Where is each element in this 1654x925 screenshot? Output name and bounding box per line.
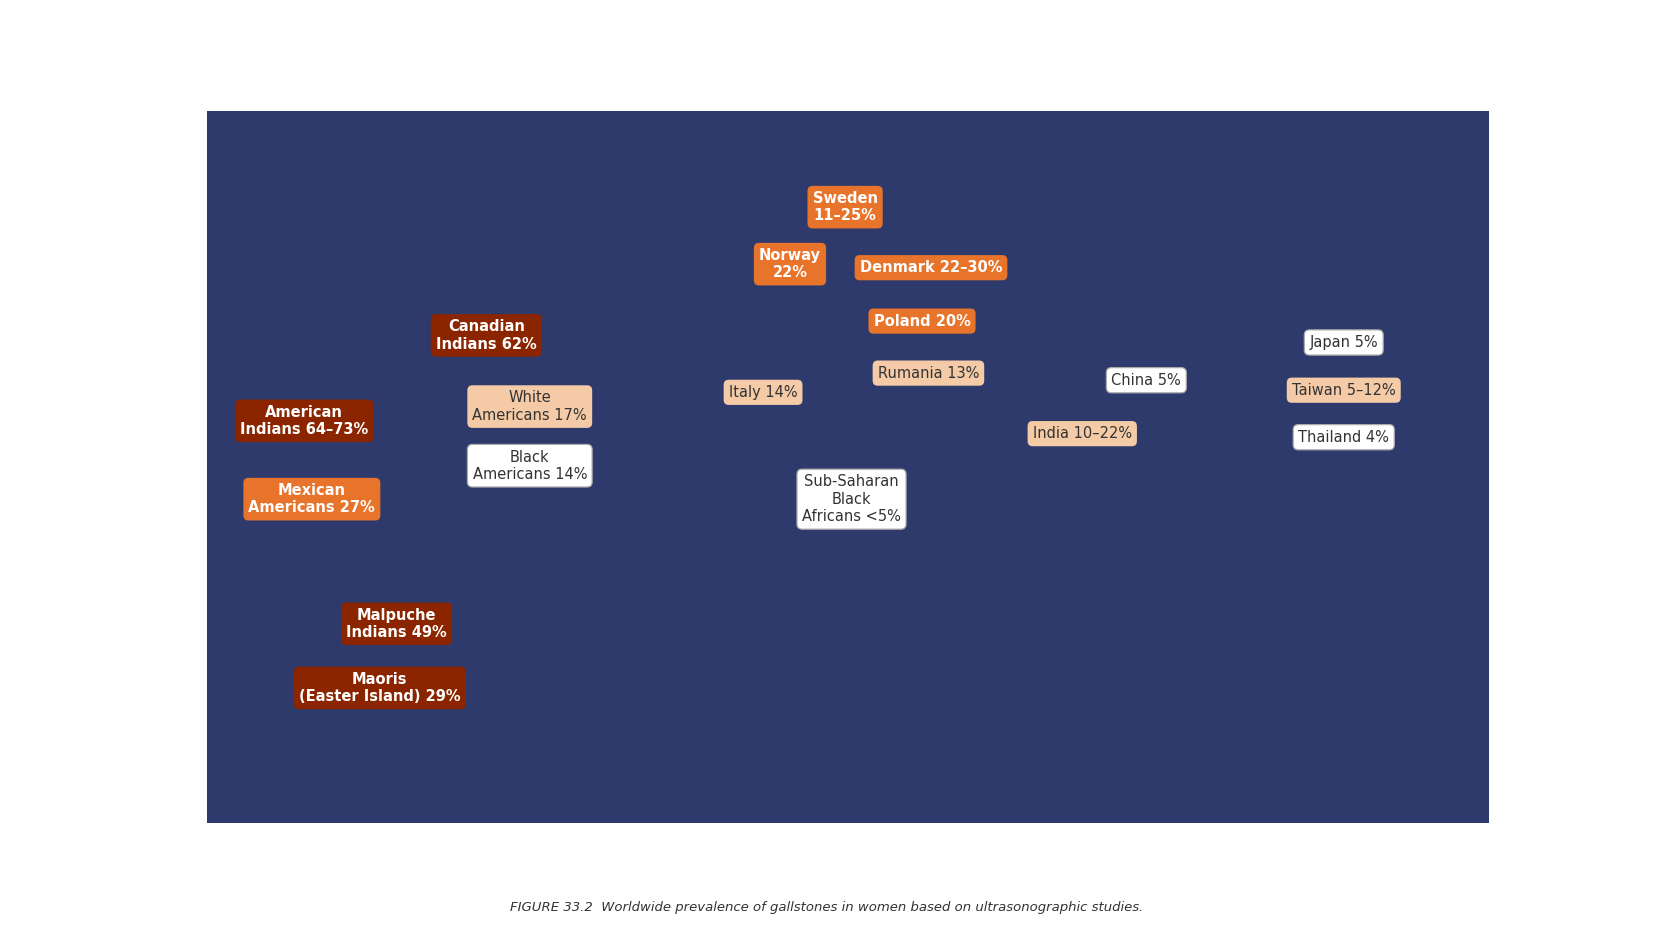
Text: Denmark 22–30%: Denmark 22–30%	[860, 260, 1002, 276]
Text: White
Americans 17%: White Americans 17%	[473, 390, 587, 423]
Text: Thailand 4%: Thailand 4%	[1298, 430, 1389, 445]
Text: Italy 14%: Italy 14%	[729, 385, 797, 400]
Text: Sub-Saharan
Black
Africans <5%: Sub-Saharan Black Africans <5%	[802, 475, 901, 524]
Text: Sweden
11–25%: Sweden 11–25%	[812, 191, 878, 223]
Text: India 10–22%: India 10–22%	[1032, 426, 1131, 441]
Text: Mexican
Americans 27%: Mexican Americans 27%	[248, 483, 375, 515]
Text: Norway
22%: Norway 22%	[759, 248, 820, 280]
Text: Maoris
(Easter Island) 29%: Maoris (Easter Island) 29%	[299, 672, 460, 704]
Text: Japan 5%: Japan 5%	[1310, 335, 1378, 350]
Text: Malpuche
Indians 49%: Malpuche Indians 49%	[346, 608, 447, 640]
Text: American
Indians 64–73%: American Indians 64–73%	[240, 404, 369, 437]
Text: FIGURE 33.2  Worldwide prevalence of gallstones in women based on ultrasonograph: FIGURE 33.2 Worldwide prevalence of gall…	[511, 901, 1143, 914]
Text: Black
Americans 14%: Black Americans 14%	[473, 450, 587, 482]
Text: Rumania 13%: Rumania 13%	[878, 365, 979, 380]
Text: Canadian
Indians 62%: Canadian Indians 62%	[435, 319, 536, 352]
Text: Poland 20%: Poland 20%	[873, 314, 971, 328]
Text: Taiwan 5–12%: Taiwan 5–12%	[1292, 383, 1396, 398]
Text: China 5%: China 5%	[1111, 373, 1181, 388]
